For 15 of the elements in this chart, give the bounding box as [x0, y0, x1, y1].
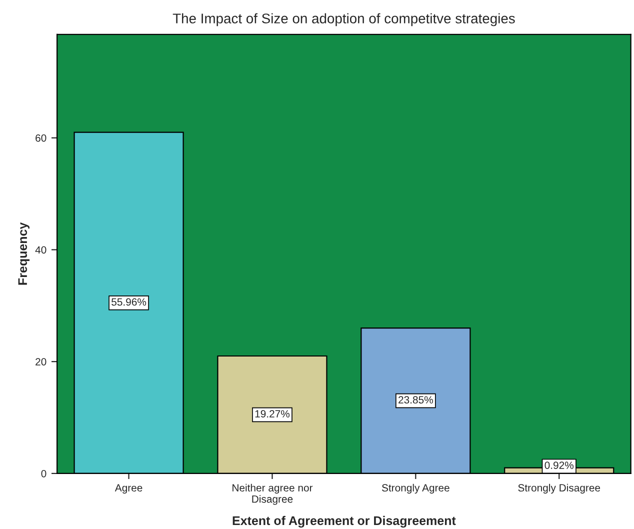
y-tick-label: 60	[36, 134, 46, 142]
annotation: 19.27%	[255, 410, 290, 418]
y-tick-label: 20	[36, 358, 46, 366]
annotation: 23.85%	[398, 396, 433, 404]
x-axis-title: Extent of Agreement or Disagreement	[232, 516, 456, 528]
x-tick-label: Strongly Disagree	[518, 484, 600, 494]
x-tick-label: Strongly Agree	[382, 484, 450, 494]
chart-title: The Impact of Size on adoption of competitve strategies	[172, 13, 515, 26]
x-tick-label: Agree	[114, 484, 142, 494]
annotation: 55.96%	[112, 298, 146, 306]
y-axis-title: Frequency	[18, 222, 30, 285]
x-tick-label: Neither agree nor Disagree	[232, 484, 313, 505]
y-tick-label: 0	[41, 470, 46, 478]
y-tick-label: 40	[35, 246, 46, 254]
annotation: 0.92%	[544, 462, 574, 469]
